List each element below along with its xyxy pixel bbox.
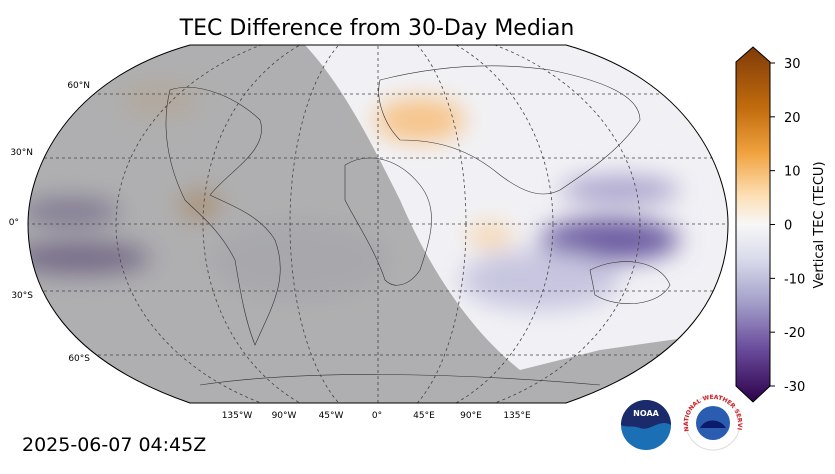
lon-label: 135°W	[222, 411, 253, 421]
timestamp: 2025-06-07 04:45Z	[22, 434, 206, 456]
lat-labels: 60°N 30°N 0° 30°S 60°S	[9, 81, 91, 364]
lon-label: 45°W	[319, 411, 344, 421]
lat-label: 30°S	[11, 291, 33, 301]
lat-label: 60°N	[67, 81, 90, 91]
colorbar-tick-label: 10	[784, 165, 801, 180]
colorbar-tick-label: -20	[784, 326, 805, 341]
title: TEC Difference from 30-Day Median	[179, 16, 575, 41]
lon-labels: 135°W 90°W 45°W 0° 45°E 90°E 135°E	[222, 411, 531, 421]
map	[28, 45, 728, 403]
noaa-logo: NOAA	[621, 400, 671, 450]
colorbar: -30 -20 -10 0 10 20 30	[735, 46, 805, 403]
lat-label: 60°S	[68, 354, 90, 364]
colorbar-tick-label: 20	[784, 111, 801, 126]
lat-label: 30°N	[10, 148, 33, 158]
lat-label: 0°	[9, 218, 19, 228]
lon-label: 45°E	[413, 411, 435, 421]
colorbar-tick-label: -30	[784, 380, 805, 395]
map-border	[27, 44, 729, 404]
colorbar-label: Vertical TEC (TECU)	[812, 161, 827, 288]
noaa-text: NOAA	[633, 409, 659, 418]
lon-label: 135°E	[503, 411, 531, 421]
lon-label: 0°	[372, 411, 382, 421]
night-shade	[28, 45, 728, 403]
lon-label: 90°E	[460, 411, 482, 421]
lon-label: 90°W	[272, 411, 297, 421]
colorbar-tick-label: 30	[784, 57, 801, 72]
graticule	[28, 45, 728, 403]
colorbar-tick-label: 0	[784, 219, 792, 234]
colorbar-tick-label: -10	[784, 272, 805, 287]
